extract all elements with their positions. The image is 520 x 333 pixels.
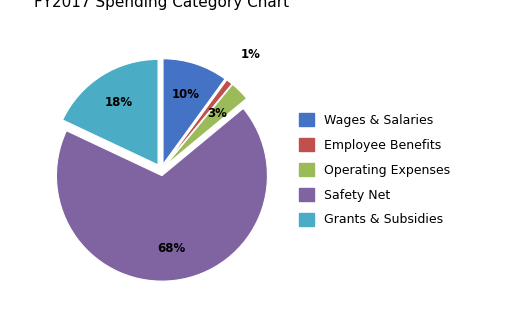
Text: 68%: 68% (157, 242, 185, 255)
Text: 10%: 10% (172, 88, 200, 101)
Text: 1%: 1% (241, 48, 261, 61)
Wedge shape (62, 59, 158, 165)
Wedge shape (165, 84, 246, 166)
Wedge shape (165, 80, 232, 165)
Text: 18%: 18% (105, 96, 133, 109)
Legend: Wages & Salaries, Employee Benefits, Operating Expenses, Safety Net, Grants & Su: Wages & Salaries, Employee Benefits, Ope… (300, 113, 450, 226)
Text: 3%: 3% (207, 107, 227, 120)
Title: FY2017 Spending Category Chart: FY2017 Spending Category Chart (34, 0, 289, 10)
Wedge shape (163, 59, 225, 164)
Wedge shape (57, 109, 267, 281)
